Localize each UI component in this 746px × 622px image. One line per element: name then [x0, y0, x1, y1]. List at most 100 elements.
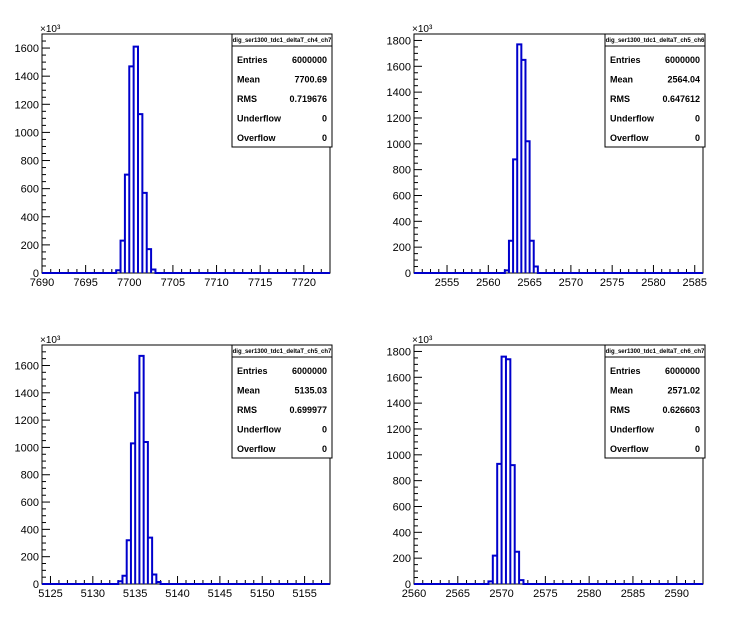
y-tick-label: 0 [405, 579, 411, 591]
histogram-outline [42, 354, 330, 585]
y-tick-label: 1400 [387, 398, 411, 410]
y-tick-label: 800 [393, 165, 411, 177]
y-tick-label: 1400 [15, 388, 39, 400]
y-tick-label: 600 [21, 184, 39, 196]
x-tick-label: 5140 [165, 588, 189, 600]
histogram-pad-2: 0 200 400 600 800 1000 1200 1400 1600 1800×10³ 255… [387, 24, 707, 289]
histogram-outline [414, 43, 703, 274]
y-tick-label: 0 [33, 268, 39, 280]
x-tick-label: 2565 [517, 277, 541, 289]
x-tick-label: 7705 [161, 277, 185, 289]
stats-title: dig_ser1300_tdc1_deltaT_ch5_ch7 [233, 349, 332, 355]
x-tick-label: 2575 [533, 588, 557, 600]
x-tick-label: 2580 [577, 588, 601, 600]
y-tick-label: 1400 [15, 71, 39, 83]
y-tick-label: 800 [21, 156, 39, 168]
stats-value: 0.647612 [662, 94, 700, 104]
stats-value: 0 [695, 444, 700, 454]
stats-label: Mean [237, 75, 260, 85]
stats-label: Mean [610, 386, 633, 396]
stats-value: 2564.04 [667, 75, 700, 85]
y-tick-label: 600 [393, 501, 411, 513]
x-tick-label: 7710 [204, 277, 228, 289]
y-tick-label: 400 [21, 524, 39, 536]
stats-box [604, 344, 706, 459]
y-tick-label: 200 [393, 553, 411, 565]
x-tick-label: 2575 [600, 277, 624, 289]
stats-value: 0 [695, 114, 700, 124]
y-exponent-label: ×10³ [412, 24, 433, 35]
stats-value: 0 [322, 114, 327, 124]
stats-value: 7700.69 [294, 75, 327, 85]
x-tick-label: 2590 [664, 588, 688, 600]
stats-label: Entries [610, 366, 641, 376]
y-tick-label: 1200 [15, 415, 39, 427]
stats-title: dig_ser1300_tdc1_deltaT_ch5_ch6 [606, 38, 705, 44]
y-tick-label: 1000 [387, 450, 411, 462]
x-tick-label: 7695 [73, 277, 97, 289]
stats-label: RMS [237, 94, 257, 104]
x-tick-label: 2555 [435, 277, 459, 289]
stats-box [604, 33, 706, 148]
x-tick-label: 2560 [476, 277, 500, 289]
stats-label: Underflow [237, 114, 282, 124]
stats-value: 2571.02 [667, 386, 700, 396]
x-tick-label: 2565 [446, 588, 470, 600]
stats-value: 0.719676 [289, 94, 327, 104]
y-tick-label: 0 [405, 268, 411, 280]
y-tick-label: 1200 [15, 99, 39, 111]
stats-box [231, 33, 333, 148]
stats-title: dig_ser1300_tdc1_deltaT_ch4_ch7 [233, 38, 332, 44]
x-tick-label: 5125 [38, 588, 62, 600]
stats-label: RMS [237, 405, 257, 415]
y-tick-label: 1200 [387, 424, 411, 436]
y-exponent-label: ×10³ [412, 335, 433, 346]
y-tick-label: 200 [393, 242, 411, 254]
stats-label: Underflow [237, 425, 282, 435]
y-tick-label: 200 [21, 552, 39, 564]
y-tick-label: 1600 [15, 360, 39, 372]
stats-value: 0 [322, 133, 327, 143]
y-tick-label: 800 [393, 476, 411, 488]
x-tick-label: 2570 [559, 277, 583, 289]
x-tick-label: 5135 [123, 588, 147, 600]
histogram-outline [42, 45, 330, 274]
y-exponent-label: ×10³ [40, 24, 61, 35]
x-tick-label: 5155 [292, 588, 316, 600]
y-tick-label: 0 [33, 579, 39, 591]
x-tick-label: 2585 [683, 277, 707, 289]
y-exponent-label: ×10³ [40, 335, 61, 346]
histogram-outline [414, 355, 703, 585]
histogram-pad-1: 0 200 400 600 800 1000 1200 1400 1600×10³ 7690 769… [15, 24, 333, 289]
x-tick-label: 2570 [489, 588, 513, 600]
stats-value: 0 [322, 444, 327, 454]
y-tick-label: 1800 [387, 35, 411, 47]
histogram-pad-4: 0 200 400 600 800 1000 1200 1400 1600 1800×10³ 256… [387, 335, 706, 600]
stats-value: 6000000 [665, 366, 700, 376]
stats-value: 5135.03 [294, 386, 327, 396]
stats-label: Overflow [610, 444, 650, 454]
stats-label: Underflow [610, 114, 655, 124]
stats-value: 6000000 [292, 366, 327, 376]
stats-label: Overflow [237, 133, 277, 143]
y-tick-label: 1000 [387, 139, 411, 151]
y-tick-label: 1200 [387, 113, 411, 125]
stats-label: Mean [610, 75, 633, 85]
y-tick-label: 1600 [15, 43, 39, 55]
x-tick-label: 2585 [621, 588, 645, 600]
y-tick-label: 400 [393, 216, 411, 228]
stats-label: Entries [610, 55, 641, 65]
histogram-pad-3: 0 200 400 600 800 1000 1200 1400 1600 ×10³ 5125 513… [15, 335, 333, 600]
stats-label: Overflow [237, 444, 277, 454]
x-tick-label: 5130 [81, 588, 105, 600]
stats-label: Mean [237, 386, 260, 396]
x-tick-label: 7700 [117, 277, 141, 289]
stats-label: Entries [237, 55, 268, 65]
y-tick-label: 1000 [15, 442, 39, 454]
x-tick-label: 5150 [250, 588, 274, 600]
x-tick-label: 5145 [208, 588, 232, 600]
stats-value: 0 [695, 133, 700, 143]
x-tick-label: 7690 [30, 277, 54, 289]
y-tick-label: 1000 [15, 127, 39, 139]
y-tick-label: 1600 [387, 61, 411, 73]
